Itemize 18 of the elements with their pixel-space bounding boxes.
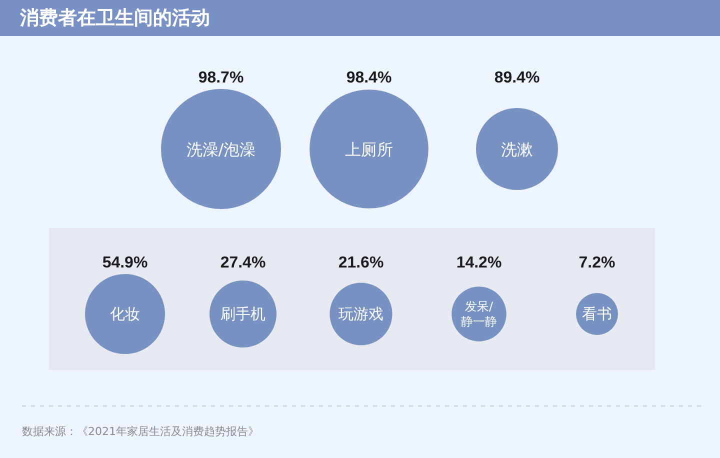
source-note: 数据来源：《2021年家居生活及消费趋势报告》 xyxy=(22,425,259,439)
text: 消费者在卫生间的活动 xyxy=(20,6,210,30)
data-label: 27.4% xyxy=(220,254,266,272)
category-label: 洗漱 xyxy=(501,140,533,158)
data-label: 89.4% xyxy=(494,70,540,86)
data-label: 98.4% xyxy=(346,70,392,86)
category-label: 上厕所 xyxy=(345,140,393,158)
category-label: 发呆/静一静 xyxy=(461,300,497,328)
category-label: 刷手机 xyxy=(220,305,266,323)
data-label: 98.7% xyxy=(198,70,244,86)
data-label: 21.6% xyxy=(338,254,384,272)
data-label: 14.2% xyxy=(456,254,502,272)
category-label: 看书 xyxy=(582,305,612,323)
data-label: 54.9% xyxy=(102,254,148,272)
data-label: 7.2% xyxy=(578,254,616,272)
category-label: 洗澡/泡澡 xyxy=(186,140,256,158)
category-label: 化妆 xyxy=(110,305,140,323)
category-label: 玩游戏 xyxy=(338,305,384,323)
